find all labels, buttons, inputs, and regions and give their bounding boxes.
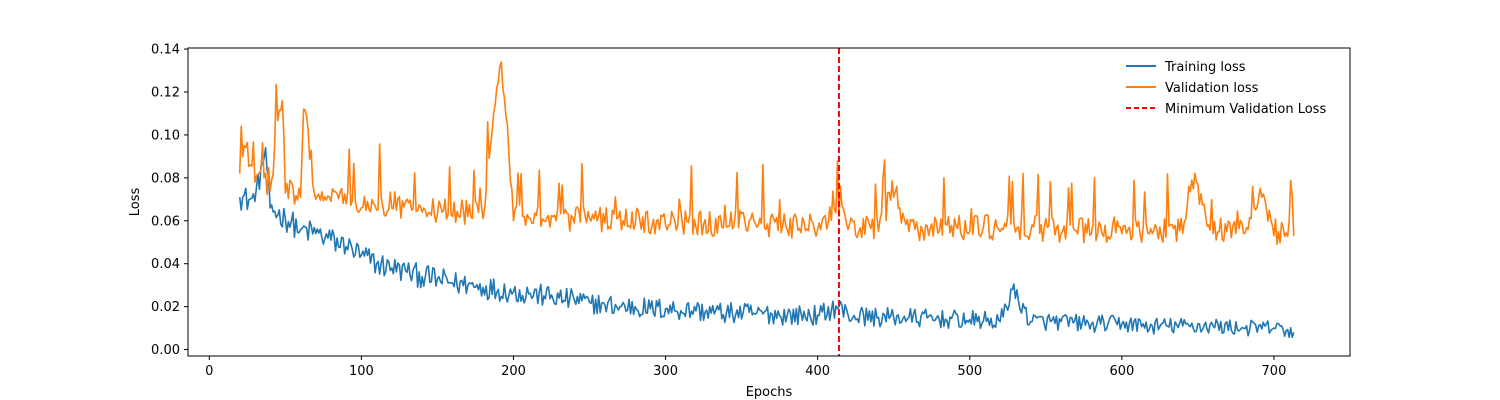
y-tick-label: 0.12 xyxy=(151,86,180,101)
y-axis-ticks: 0.00 0.02 0.04 0.06 0.08 0.10 0.12 0.14 xyxy=(151,43,188,358)
legend-label-validation: Validation loss xyxy=(1165,81,1259,96)
x-tick-label: 500 xyxy=(957,364,982,379)
y-tick-label: 0.14 xyxy=(151,43,180,58)
validation-loss-line xyxy=(238,61,1295,245)
x-tick-label: 600 xyxy=(1109,364,1134,379)
y-tick-label: 0.02 xyxy=(151,300,180,315)
x-tick-label: 700 xyxy=(1262,364,1287,379)
x-tick-label: 100 xyxy=(349,364,374,379)
legend-label-min-val-loss: Minimum Validation Loss xyxy=(1165,102,1326,117)
legend: Training loss Validation loss Minimum Va… xyxy=(1126,60,1326,117)
y-tick-label: 0.04 xyxy=(151,257,180,272)
y-tick-label: 0.10 xyxy=(151,128,180,143)
legend-label-training: Training loss xyxy=(1164,60,1246,75)
y-tick-label: 0.06 xyxy=(151,214,180,229)
x-tick-label: 0 xyxy=(205,364,213,379)
y-tick-label: 0.00 xyxy=(151,343,180,358)
x-axis-ticks: 0 100 200 300 400 500 600 700 xyxy=(205,356,1286,379)
x-tick-label: 400 xyxy=(805,364,830,379)
x-tick-label: 200 xyxy=(501,364,526,379)
series-lines xyxy=(238,48,1295,356)
y-axis-title: Loss xyxy=(128,188,143,217)
plot-frame xyxy=(187,47,1351,357)
training-loss-line xyxy=(238,147,1295,339)
x-axis-title: Epochs xyxy=(746,385,793,400)
x-tick-label: 300 xyxy=(653,364,678,379)
y-tick-label: 0.08 xyxy=(151,171,180,186)
